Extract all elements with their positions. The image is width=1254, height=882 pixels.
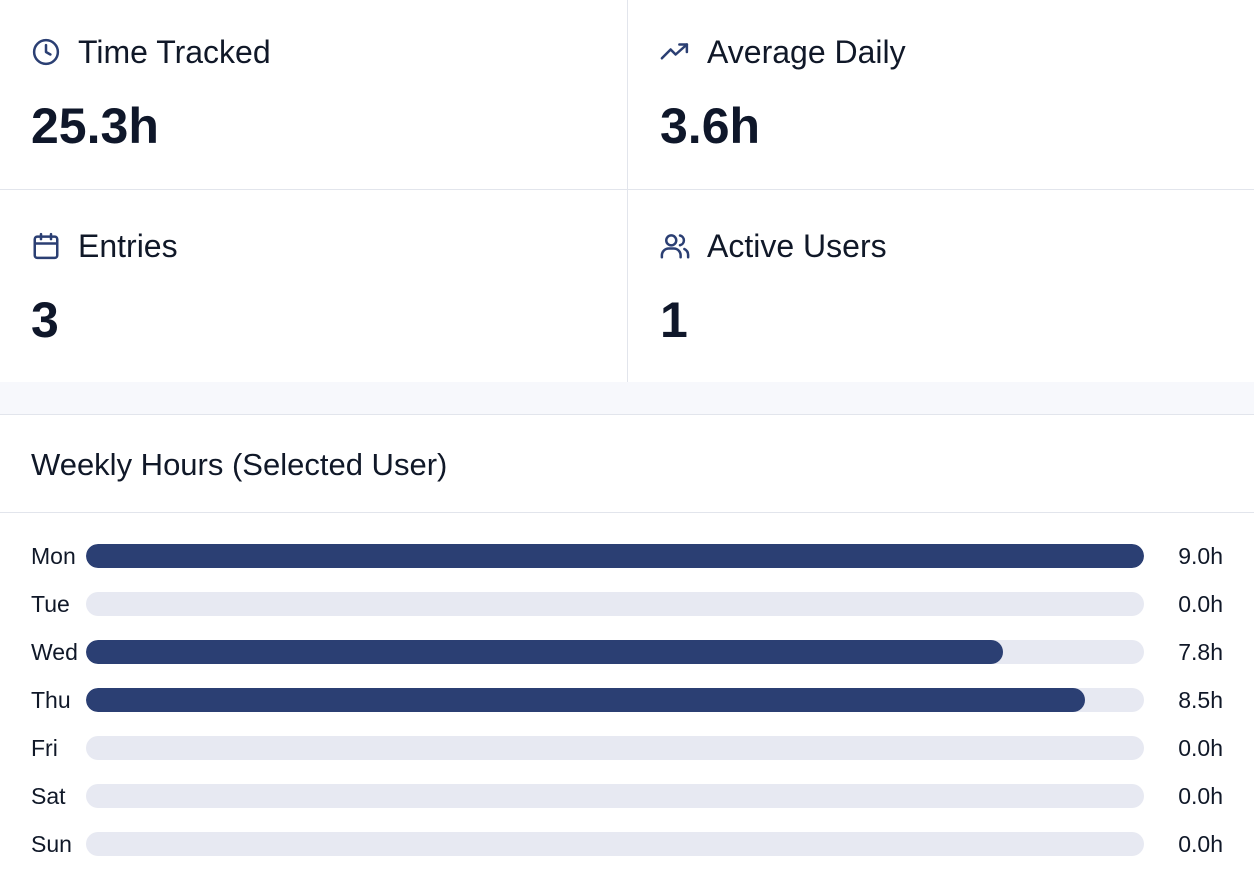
bar-value-label: 0.0h	[1178, 735, 1223, 761]
stats-grid: Time Tracked 25.3h Average Daily 3.6h	[0, 0, 1254, 382]
bar-track	[86, 544, 1144, 568]
stat-label: Average Daily	[707, 34, 906, 70]
bar-value-label: 0.0h	[1178, 831, 1223, 857]
day-label: Thu	[31, 687, 71, 713]
bar-row-fri: Fri 0.0h	[0, 723, 1254, 771]
stat-value: 25.3h	[31, 98, 159, 154]
calendar-icon	[31, 231, 61, 261]
bar-value-label: 7.8h	[1178, 639, 1223, 665]
stat-card-time-tracked: Time Tracked 25.3h	[0, 0, 627, 189]
section-gap	[0, 382, 1254, 414]
bar-chart: Mon 9.0h Tue 0.0h Wed 7.8h Thu 8.5h Fri 0.0h Sat 0.…	[0, 513, 1254, 882]
bar-row-sun: Sun 0.0h	[0, 819, 1254, 867]
stat-card-entries: Entries 3	[0, 190, 627, 382]
stat-header: Time Tracked	[31, 34, 271, 70]
bar-value-label: 9.0h	[1178, 543, 1223, 569]
bar-value-label: 0.0h	[1178, 591, 1223, 617]
bar-row-thu: Thu 8.5h	[0, 675, 1254, 723]
chart-header: Weekly Hours (Selected User)	[0, 415, 1254, 513]
weekly-hours-card: Weekly Hours (Selected User) Mon 9.0h Tue 0…	[0, 414, 1254, 882]
chart-title: Weekly Hours (Selected User)	[31, 447, 448, 482]
users-icon	[660, 231, 690, 261]
bar-track	[86, 832, 1144, 856]
stat-value: 1	[660, 292, 688, 348]
day-label: Mon	[31, 543, 76, 569]
stat-value: 3	[31, 292, 59, 348]
trending-up-icon	[660, 37, 690, 67]
stat-label: Active Users	[707, 228, 887, 264]
bar-track	[86, 688, 1144, 712]
bar-track	[86, 592, 1144, 616]
stat-card-active-users: Active Users 1	[628, 190, 1254, 382]
bar-track	[86, 784, 1144, 808]
stat-header: Average Daily	[660, 34, 906, 70]
stats-divider-vertical	[627, 0, 628, 382]
bar-track	[86, 736, 1144, 760]
bar-row-wed: Wed 7.8h	[0, 627, 1254, 675]
stat-header: Active Users	[660, 228, 887, 264]
bar-row-mon: Mon 9.0h	[0, 531, 1254, 579]
bar-track	[86, 640, 1144, 664]
bar-row-tue: Tue 0.0h	[0, 579, 1254, 627]
bar-value-label: 8.5h	[1178, 687, 1223, 713]
bar-fill	[86, 640, 1003, 664]
stat-value: 3.6h	[660, 98, 761, 154]
bar-value-label: 0.0h	[1178, 783, 1223, 809]
stat-card-average-daily: Average Daily 3.6h	[628, 0, 1254, 189]
day-label: Fri	[31, 735, 58, 761]
stat-label: Time Tracked	[78, 34, 271, 70]
clock-icon	[31, 37, 61, 67]
day-label: Tue	[31, 591, 70, 617]
stat-header: Entries	[31, 228, 178, 264]
bar-row-sat: Sat 0.0h	[0, 771, 1254, 819]
day-label: Sun	[31, 831, 72, 857]
bar-fill	[86, 688, 1085, 712]
stat-label: Entries	[78, 228, 178, 264]
stats-divider-horizontal	[0, 189, 1254, 190]
day-label: Sat	[31, 783, 66, 809]
day-label: Wed	[31, 639, 78, 665]
bar-fill	[86, 544, 1144, 568]
